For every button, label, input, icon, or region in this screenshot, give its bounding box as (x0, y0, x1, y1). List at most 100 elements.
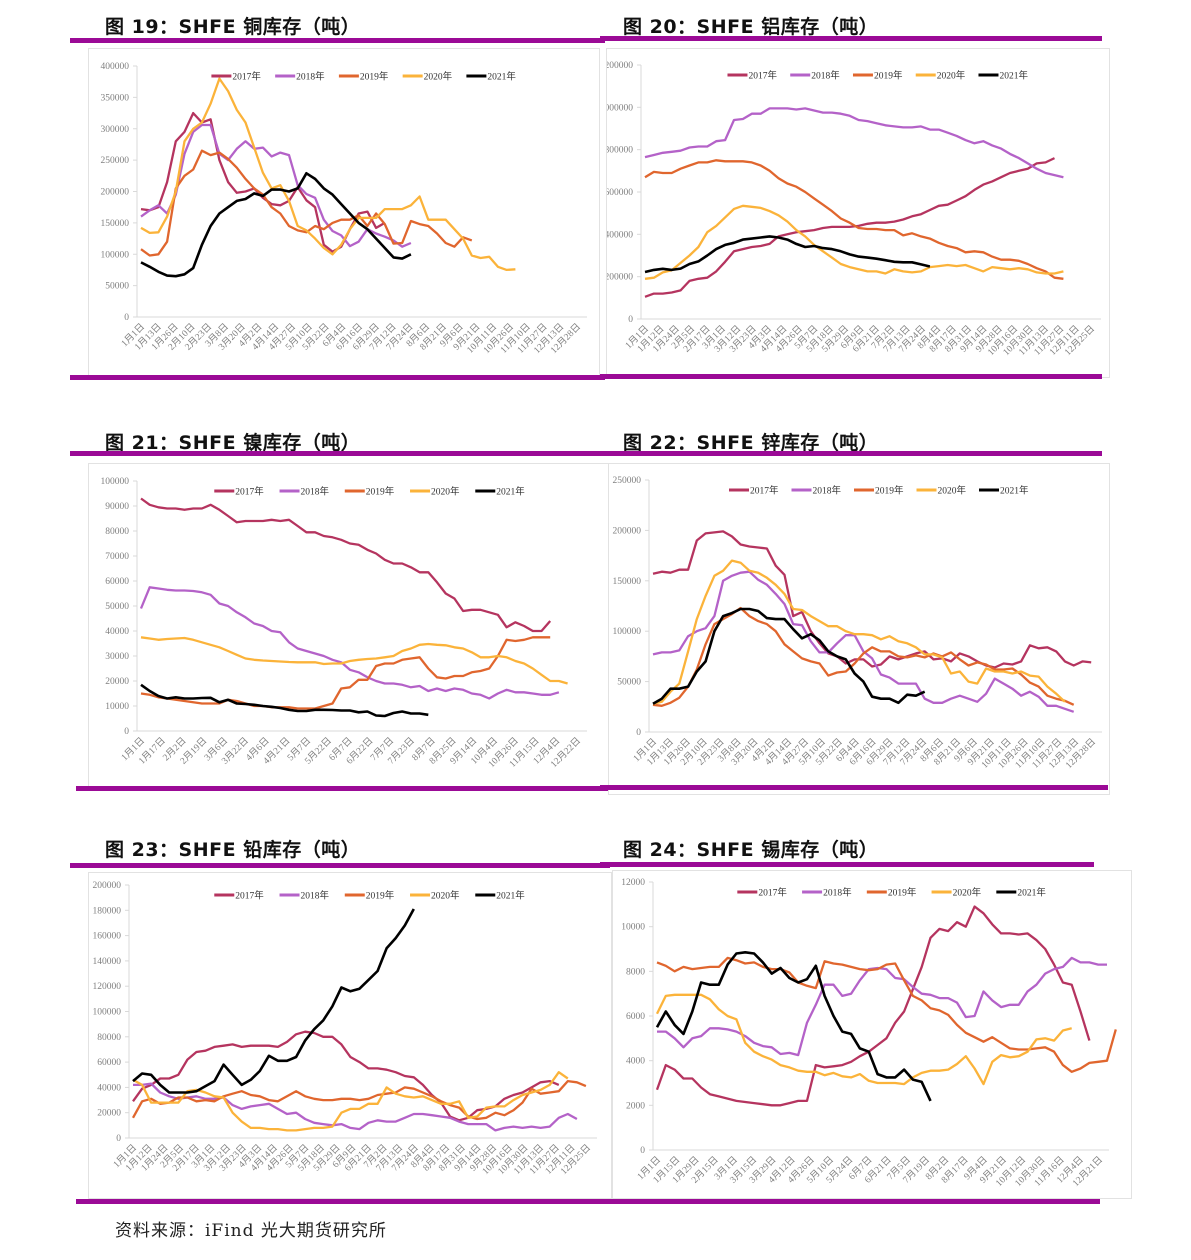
figure-21-frame: 0 10000 20000 30000 40000 50000 60000 70000 8000… (88, 463, 612, 791)
legend-label: 2020年 (431, 890, 460, 902)
bottom-rule (600, 374, 1102, 379)
series-line-2020 (644, 204, 1064, 280)
series-line-2020 (132, 1071, 569, 1132)
y-tick-label: 1200000 (607, 61, 633, 71)
title-rule (600, 36, 1102, 41)
legend-label: 2019年 (366, 890, 395, 902)
figure-24-title: 图 24：SHFE 锡库存（吨） (623, 839, 879, 861)
y-tick-label: 140000 (93, 957, 122, 967)
y-tick-label: 2000 (626, 1101, 645, 1111)
legend-label: 2021年 (1017, 887, 1046, 899)
figure-24-frame: 0 2000 4000 6000 8000 10000 12000 1月1日 1月15日 1月29… (612, 870, 1132, 1199)
y-tick-label: 50000 (617, 678, 641, 688)
legend-label: 2017年 (750, 485, 779, 497)
bottom-rule (76, 1199, 610, 1204)
series-line-2018 (652, 570, 1075, 713)
title-rule (600, 862, 1094, 867)
y-tick-label: 200000 (613, 526, 642, 536)
y-tick-label: 40000 (97, 1083, 121, 1093)
series-line-2019 (140, 149, 473, 257)
series-line-2019 (656, 956, 1117, 1073)
y-tick-label: 60000 (97, 1058, 121, 1068)
series-line-2018 (644, 107, 1064, 179)
series-line-2021 (140, 172, 412, 278)
figure-20-frame: 0200000400000600000800000100000012000001… (600, 48, 1110, 378)
series-line-2018 (140, 123, 412, 248)
y-tick-label: 12000 (621, 878, 645, 888)
y-tick-label: 350000 (101, 93, 130, 103)
y-tick-label: 8000 (626, 967, 645, 977)
series-line-2020 (140, 77, 516, 272)
series-line-2017 (655, 905, 1091, 1107)
series-line-2017 (644, 157, 1056, 298)
y-tick-label: 90000 (105, 502, 129, 512)
y-tick-label: 200000 (607, 273, 633, 283)
y-tick-label: 800000 (607, 146, 633, 156)
series-line-2021 (132, 908, 415, 1094)
series-line-2020 (140, 636, 568, 685)
legend-label: 2018年 (823, 887, 852, 899)
legend-label: 2019年 (366, 486, 395, 498)
title-rule (70, 863, 610, 868)
figure-23-chart: 0 20000 40000 60000 80000 100000 120000 140000 1… (93, 881, 597, 1177)
y-tick-label: 50000 (105, 282, 129, 292)
legend-label: 2019年 (360, 71, 389, 83)
legend-label: 2019年 (875, 485, 904, 497)
legend-label: 2017年 (232, 71, 261, 83)
series-line-2020 (655, 993, 1072, 1086)
y-tick-label: 250000 (101, 156, 130, 166)
y-tick-label: 100000 (101, 250, 130, 260)
legend-label: 2021年 (487, 71, 516, 83)
legend-label: 2017年 (748, 70, 777, 82)
legend-label: 2017年 (235, 890, 264, 902)
legend-label: 2020年 (937, 70, 966, 82)
bottom-rule (600, 785, 1108, 790)
figure-22-title: 图 22：SHFE 锌库存（吨） (623, 432, 879, 454)
y-tick-label: 0 (116, 1134, 121, 1144)
y-tick-label: 30000 (105, 652, 129, 662)
series-line-2017 (140, 497, 552, 633)
series-line-2021 (644, 235, 931, 274)
figure-19-frame: 0 50000 100000 150000 200000 250000 300000 3500… (88, 48, 600, 376)
figure-23-frame: 0 20000 40000 60000 80000 100000 120000 140000 1… (88, 872, 612, 1199)
y-tick-label: 70000 (105, 552, 129, 562)
y-tick-label: 250000 (613, 476, 642, 486)
series-line-2018 (657, 956, 1107, 1057)
figure-20-title: 图 20：SHFE 铝库存（吨） (623, 16, 879, 38)
y-tick-label: 100000 (93, 1008, 122, 1018)
series-line-2018 (133, 1082, 578, 1132)
legend-label: 2021年 (999, 70, 1028, 82)
y-tick-label: 80000 (97, 1033, 121, 1043)
legend-label: 2021年 (496, 486, 525, 498)
y-tick-label: 160000 (93, 932, 122, 942)
legend-label: 2020年 (953, 887, 982, 899)
y-tick-label: 10000 (621, 923, 645, 933)
y-tick-label: 50000 (105, 602, 129, 612)
y-tick-label: 0 (124, 313, 129, 323)
legend-label: 2018年 (811, 70, 840, 82)
legend-label: 2021年 (496, 890, 525, 902)
y-tick-label: 20000 (97, 1109, 121, 1119)
y-tick-label: 100000 (613, 627, 642, 637)
figure-24-chart: 0200040006000800010000120001月1日1月15日1月29… (621, 878, 1117, 1189)
series-line-2019 (140, 636, 551, 710)
series-line-2018 (139, 586, 560, 700)
y-tick-label: 200000 (93, 881, 122, 891)
y-tick-label: 60000 (105, 577, 129, 587)
legend-label: 2018年 (296, 71, 325, 83)
legend-label: 2017年 (758, 887, 787, 899)
figure-19-title: 图 19：SHFE 铜库存（吨） (105, 16, 361, 38)
legend-label: 2018年 (301, 890, 330, 902)
figure-23-title: 图 23：SHFE 铅库存（吨） (105, 839, 361, 861)
figure-22-frame: 0 50000 100000 150000 200000 250000 1月1日 1月13日 1… (608, 463, 1110, 795)
figure-21-title: 图 21：SHFE 镍库存（吨） (105, 432, 361, 454)
series-line-2019 (131, 1079, 587, 1121)
series-line-2020 (652, 559, 1066, 705)
y-tick-label: 100000 (101, 477, 130, 487)
legend-label: 2019年 (888, 887, 917, 899)
y-tick-label: 6000 (626, 1012, 645, 1022)
legend-label: 2020年 (424, 71, 453, 83)
source-note: 资料来源：iFind 光大期货研究所 (115, 1221, 387, 1241)
legend-label: 2020年 (431, 486, 460, 498)
y-tick-label: 400000 (607, 230, 633, 240)
